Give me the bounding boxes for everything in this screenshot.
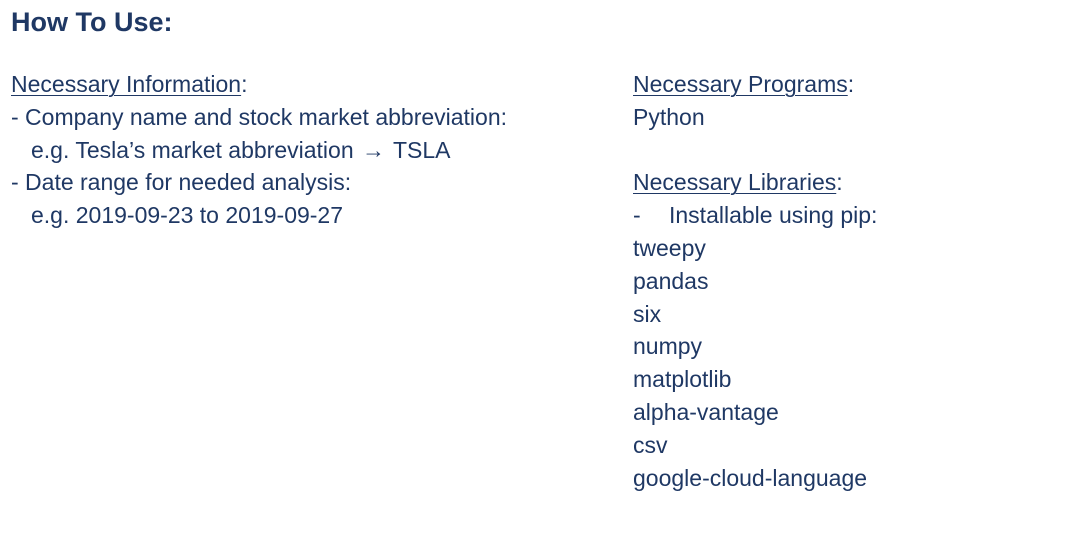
library-item: six [633,300,662,327]
heading-colon: : [847,71,855,97]
library-item: matplotlib [633,366,732,393]
dash-bullet: - [633,202,641,229]
company-example: e.g. Tesla’s market abbreviation → TSLA [11,134,507,167]
library-item: numpy [633,333,703,360]
necessary-programs-heading-text: Necessary Programs [633,71,848,97]
spacer [633,134,877,167]
library-item: tweepy [633,234,706,261]
necessary-information-heading: Necessary Information: [11,68,507,101]
company-example-ticker: TSLA [387,136,451,163]
necessary-programs-heading: Necessary Programs: [633,68,877,101]
library-item: csv [633,431,668,458]
page-title: How To Use: [11,7,173,37]
heading-colon: : [836,169,843,196]
library-item: google-cloud-language [633,464,868,491]
library-item: pandas [633,267,709,294]
install-note: - Installable using pip: [633,199,877,232]
company-name-item: - Company name and stock market abbrevia… [11,103,508,130]
requirements-section: Necessary Programs: Python Necessary Lib… [633,68,877,494]
necessary-libraries-heading: Necessary Libraries: [633,166,877,199]
company-example-text: e.g. Tesla’s market abbreviation [31,136,360,163]
necessary-information-heading-text: Necessary Information [11,71,242,97]
necessary-information-section: Necessary Information: - Company name an… [11,68,507,232]
date-range-example: e.g. 2019-09-23 to 2019-09-27 [31,202,344,229]
install-note-text: Installable using pip: [669,202,878,229]
library-item: alpha-vantage [633,398,779,425]
date-range-item: - Date range for needed analysis: [11,169,352,196]
program-item: Python [633,103,705,130]
necessary-libraries-heading-text: Necessary Libraries [633,169,837,196]
arrow-right-icon: → [362,136,385,163]
heading-colon: : [241,71,248,97]
